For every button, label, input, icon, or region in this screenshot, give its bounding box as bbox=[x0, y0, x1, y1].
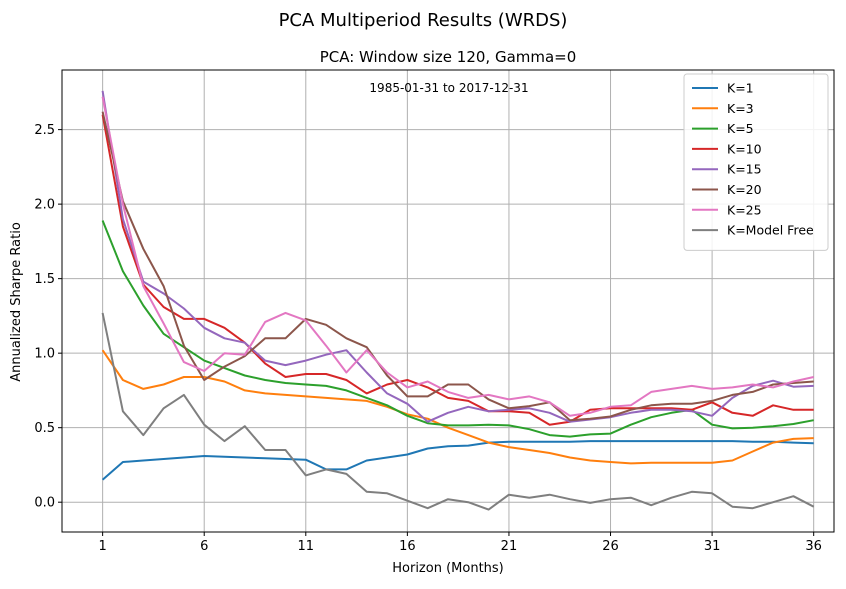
axes-layer: 1 6 11 16 21 26 31 360.00.51.01.52.02.5 bbox=[34, 69, 835, 554]
series-line-k-1 bbox=[101, 440, 814, 481]
series-layer bbox=[101, 90, 815, 511]
x-tick-label: 21 bbox=[501, 539, 518, 554]
legend-label: K=25 bbox=[727, 202, 762, 217]
x-tick-label: 36 bbox=[805, 539, 822, 554]
chart-title: PCA: Window size 120, Gamma=0 bbox=[320, 48, 577, 66]
figure-title: PCA Multiperiod Results (WRDS) bbox=[279, 10, 568, 31]
series-line-k-20 bbox=[101, 111, 814, 422]
legend-label: K=3 bbox=[727, 101, 754, 116]
x-tick-label: 16 bbox=[399, 539, 416, 554]
x-axis-label: Horizon (Months) bbox=[392, 561, 504, 576]
y-axis-label: Annualized Sharpe Ratio bbox=[9, 222, 24, 382]
y-tick-label: 0.0 bbox=[34, 496, 55, 511]
series-line-k-3 bbox=[101, 349, 814, 465]
legend: K=1 K=3 K=5 K=10 K=15 K=20 K=25 K=Model Free bbox=[683, 73, 829, 251]
x-tick-label: 1 bbox=[98, 539, 106, 554]
series-line-k-10 bbox=[101, 114, 814, 426]
x-tick-label: 26 bbox=[602, 539, 619, 554]
legend-label: K=15 bbox=[727, 162, 762, 177]
x-tick-label: 11 bbox=[298, 539, 315, 554]
plot-frame bbox=[61, 69, 835, 533]
legend-label: K=Model Free bbox=[727, 223, 814, 238]
y-tick-label: 1.0 bbox=[34, 347, 55, 362]
y-tick-label: 0.5 bbox=[34, 421, 55, 436]
x-tick-label: 6 bbox=[200, 539, 208, 554]
y-tick-label: 2.0 bbox=[34, 198, 55, 213]
x-tick-label: 31 bbox=[704, 539, 721, 554]
y-tick-label: 2.5 bbox=[34, 123, 55, 138]
legend-label: K=5 bbox=[727, 121, 754, 136]
series-line-k-15 bbox=[101, 90, 814, 423]
series-line-k-25 bbox=[101, 96, 814, 417]
series-line-k-model-free bbox=[101, 312, 815, 511]
legend-label: K=10 bbox=[727, 141, 762, 156]
legend-label: K=1 bbox=[727, 81, 754, 96]
legend-label: K=20 bbox=[727, 182, 762, 197]
legend-box bbox=[683, 73, 829, 251]
date-range-annotation: 1985-01-31 to 2017-12-31 bbox=[369, 81, 528, 95]
y-tick-label: 1.5 bbox=[34, 272, 55, 287]
